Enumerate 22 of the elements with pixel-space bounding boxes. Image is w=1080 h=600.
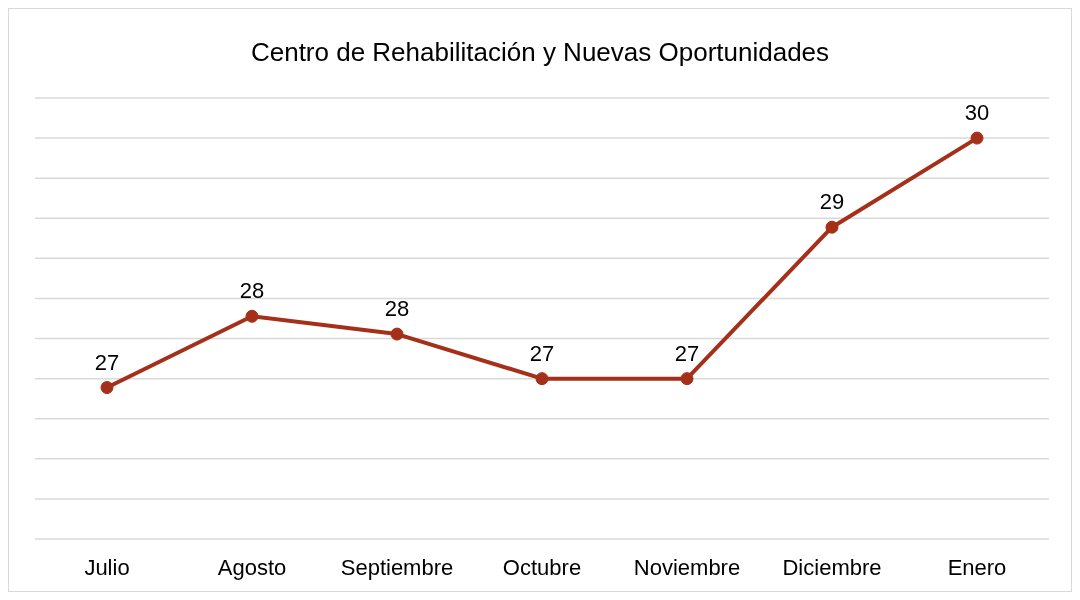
x-tick-label: Septiembre bbox=[340, 554, 454, 580]
x-tick-label: Julio bbox=[84, 554, 130, 580]
data-label: 27 bbox=[94, 349, 120, 375]
x-tick-label: Noviembre bbox=[633, 554, 741, 580]
point bbox=[245, 309, 259, 323]
data-label: 30 bbox=[964, 100, 990, 126]
x-tick-label: Octubre bbox=[502, 554, 582, 580]
point bbox=[390, 327, 404, 341]
chart-title: Centro de Rehabilitación y Nuevas Oportunidades bbox=[249, 37, 831, 68]
x-tick-label: Enero bbox=[947, 554, 1007, 580]
point bbox=[970, 131, 984, 145]
point bbox=[680, 372, 694, 386]
x-tick-label: Agosto bbox=[217, 554, 287, 580]
data-label: 28 bbox=[239, 278, 265, 304]
data-label: 27 bbox=[674, 340, 700, 366]
point bbox=[825, 220, 839, 234]
x-tick-label: Diciembre bbox=[782, 554, 882, 580]
data-label: 29 bbox=[819, 189, 845, 215]
point bbox=[535, 372, 549, 386]
data-label: 28 bbox=[384, 296, 410, 322]
data-label: 27 bbox=[529, 340, 555, 366]
point bbox=[100, 381, 114, 395]
